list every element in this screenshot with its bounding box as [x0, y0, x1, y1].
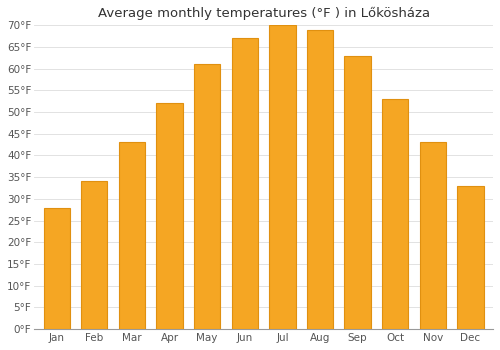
- Bar: [44, 208, 70, 329]
- Title: Average monthly temperatures (°F ) in Lőkösháza: Average monthly temperatures (°F ) in Lő…: [98, 7, 429, 20]
- Bar: [156, 104, 182, 329]
- Bar: [307, 30, 333, 329]
- Bar: [194, 64, 220, 329]
- Bar: [458, 186, 483, 329]
- Bar: [232, 38, 258, 329]
- Bar: [344, 56, 371, 329]
- Bar: [81, 182, 108, 329]
- Bar: [118, 142, 145, 329]
- Bar: [382, 99, 408, 329]
- Bar: [420, 142, 446, 329]
- Bar: [269, 26, 295, 329]
